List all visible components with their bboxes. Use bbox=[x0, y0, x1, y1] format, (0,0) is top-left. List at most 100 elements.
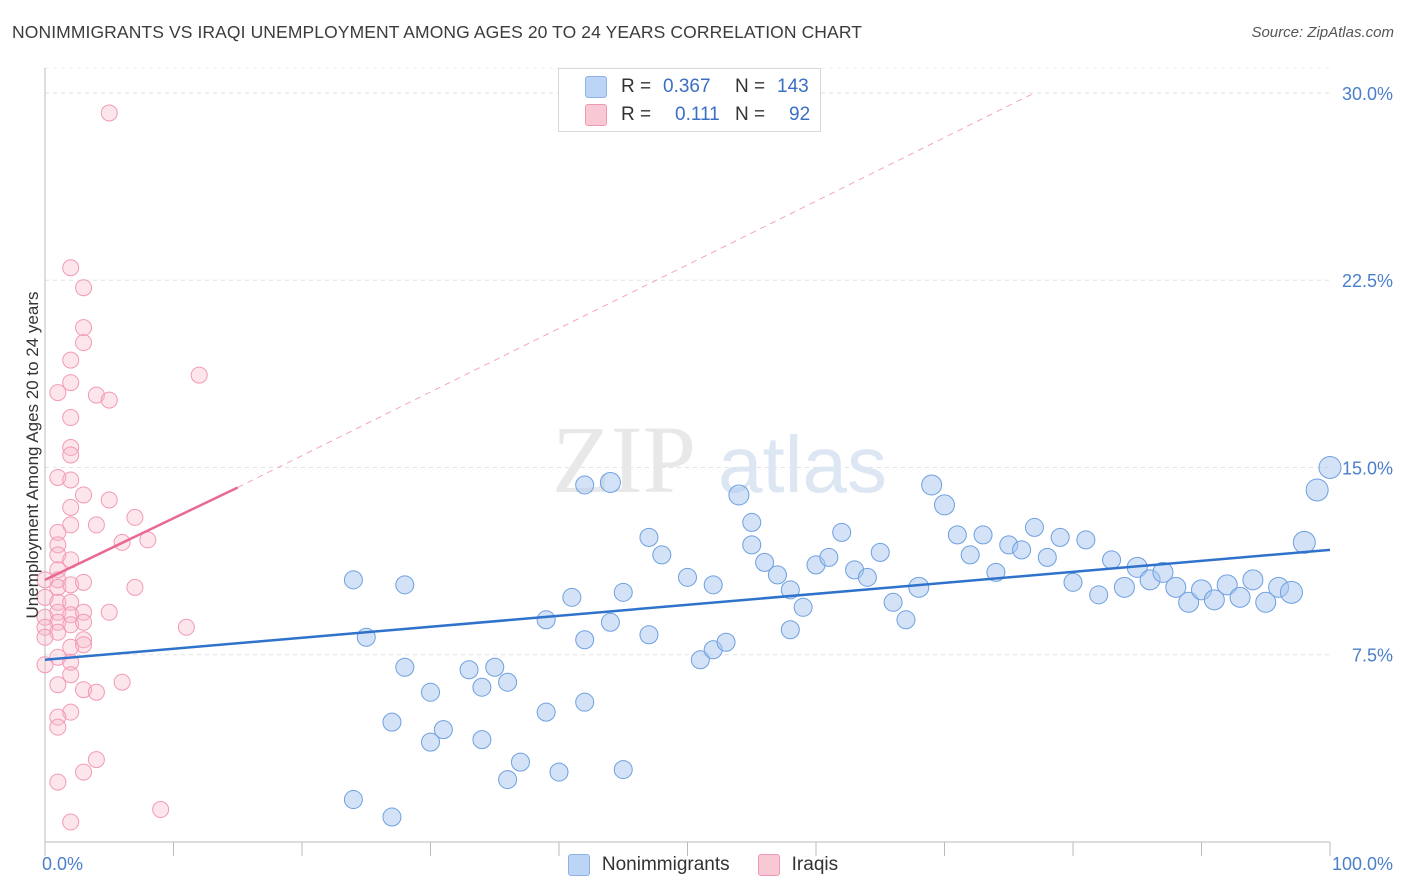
point-iraqis bbox=[62, 606, 80, 624]
point-nonimmigrants bbox=[1178, 591, 1200, 613]
point-nonimmigrants bbox=[678, 567, 697, 587]
point-iraqis bbox=[36, 628, 54, 646]
legend-row-iraqis: R = 0.111 N = 92 bbox=[585, 101, 810, 129]
point-nonimmigrants bbox=[1292, 530, 1316, 554]
point-nonimmigrants bbox=[1165, 576, 1187, 598]
point-nonimmigrants bbox=[819, 547, 839, 567]
point-nonimmigrants bbox=[395, 575, 415, 595]
legend-n-value: 143 bbox=[777, 76, 809, 97]
point-nonimmigrants bbox=[549, 762, 569, 782]
point-nonimmigrants bbox=[1203, 589, 1225, 611]
point-iraqis bbox=[62, 374, 80, 392]
point-nonimmigrants bbox=[652, 545, 672, 565]
x-tick-label-min: 0.0% bbox=[42, 854, 83, 874]
point-nonimmigrants bbox=[510, 752, 530, 772]
chart-title: NONIMMIGRANTS VS IRAQI UNEMPLOYMENT AMON… bbox=[12, 22, 863, 42]
point-iraqis bbox=[100, 104, 118, 122]
point-nonimmigrants bbox=[742, 512, 762, 532]
point-nonimmigrants bbox=[1063, 572, 1083, 592]
point-nonimmigrants bbox=[343, 570, 363, 590]
point-iraqis bbox=[49, 718, 67, 736]
point-nonimmigrants bbox=[728, 484, 750, 506]
point-nonimmigrants bbox=[472, 677, 492, 697]
point-nonimmigrants bbox=[485, 657, 505, 677]
point-iraqis bbox=[177, 618, 195, 636]
point-iraqis bbox=[62, 516, 80, 534]
point-nonimmigrants bbox=[780, 620, 800, 640]
point-nonimmigrants bbox=[793, 597, 813, 617]
point-iraqis bbox=[100, 491, 118, 509]
point-iraqis bbox=[36, 588, 54, 606]
point-iraqis bbox=[49, 384, 67, 402]
point-nonimmigrants bbox=[1012, 540, 1032, 560]
legend-swatch-nonimmigrants bbox=[585, 76, 607, 98]
point-nonimmigrants bbox=[870, 542, 890, 562]
correlation-legend: R = 0.367 N = 143 R = 0.111 N = 92 bbox=[558, 68, 821, 132]
point-iraqis bbox=[49, 578, 67, 596]
y-tick-label: 22.5% bbox=[1342, 271, 1393, 291]
point-iraqis bbox=[49, 708, 67, 726]
point-nonimmigrants bbox=[395, 657, 415, 677]
point-nonimmigrants bbox=[575, 475, 595, 495]
point-nonimmigrants bbox=[421, 682, 440, 702]
legend-item-nonimmigrants[interactable]: Nonimmigrants bbox=[567, 854, 730, 876]
point-iraqis bbox=[62, 259, 80, 277]
point-iraqis bbox=[36, 608, 54, 626]
point-nonimmigrants bbox=[973, 525, 993, 545]
legend-item-iraqis[interactable]: Iraqis bbox=[757, 854, 839, 876]
point-nonimmigrants bbox=[536, 610, 556, 630]
legend-r-label: R = bbox=[621, 76, 652, 97]
point-iraqis bbox=[49, 676, 67, 694]
legend-label-iraqis: Iraqis bbox=[791, 854, 839, 875]
point-nonimmigrants bbox=[767, 565, 787, 585]
point-nonimmigrants bbox=[690, 650, 710, 670]
point-nonimmigrants bbox=[1102, 550, 1122, 570]
point-nonimmigrants bbox=[575, 692, 595, 712]
point-iraqis bbox=[62, 351, 80, 369]
point-iraqis bbox=[62, 471, 80, 489]
point-nonimmigrants bbox=[1229, 586, 1251, 608]
point-nonimmigrants bbox=[459, 660, 479, 680]
point-iraqis bbox=[126, 578, 144, 596]
point-iraqis bbox=[75, 319, 93, 337]
legend-swatch-iraqis bbox=[585, 104, 607, 126]
point-iraqis bbox=[75, 279, 93, 297]
point-iraqis bbox=[62, 446, 80, 464]
point-nonimmigrants bbox=[896, 610, 916, 630]
legend-r-label: R = bbox=[621, 104, 652, 125]
point-iraqis bbox=[62, 576, 80, 594]
point-iraqis bbox=[62, 666, 80, 684]
point-nonimmigrants bbox=[1113, 576, 1135, 598]
point-iraqis bbox=[87, 386, 105, 404]
point-nonimmigrants bbox=[1089, 585, 1109, 605]
point-nonimmigrants bbox=[472, 730, 492, 750]
point-iraqis bbox=[62, 409, 80, 427]
point-iraqis bbox=[36, 656, 54, 674]
point-nonimmigrants bbox=[433, 720, 453, 740]
series-legend: Nonimmigrants Iraqis bbox=[0, 852, 1406, 878]
y-axis-label: Unemployment Among Ages 20 to 24 years bbox=[23, 292, 42, 619]
point-nonimmigrants bbox=[947, 525, 967, 545]
point-iraqis bbox=[126, 508, 144, 526]
point-iraqis bbox=[75, 763, 93, 781]
legend-swatch-nonimmigrants bbox=[567, 854, 590, 876]
legend-swatch-iraqis bbox=[757, 854, 780, 876]
legend-row-nonimmigrants: R = 0.367 N = 143 bbox=[585, 73, 809, 101]
point-iraqis bbox=[75, 681, 93, 699]
point-nonimmigrants bbox=[382, 712, 402, 732]
point-iraqis bbox=[75, 573, 93, 591]
point-iraqis bbox=[75, 631, 93, 649]
point-nonimmigrants bbox=[960, 545, 980, 565]
point-iraqis bbox=[62, 703, 80, 721]
trend-iraqis-extended bbox=[237, 92, 1035, 488]
point-iraqis bbox=[87, 516, 105, 534]
point-iraqis bbox=[75, 334, 93, 352]
point-nonimmigrants bbox=[1050, 527, 1070, 547]
legend-n-label: N = bbox=[735, 76, 766, 97]
point-nonimmigrants bbox=[599, 471, 621, 493]
point-iraqis bbox=[75, 603, 93, 621]
series-points bbox=[36, 104, 1342, 831]
point-nonimmigrants bbox=[639, 625, 659, 645]
point-nonimmigrants bbox=[883, 592, 903, 612]
